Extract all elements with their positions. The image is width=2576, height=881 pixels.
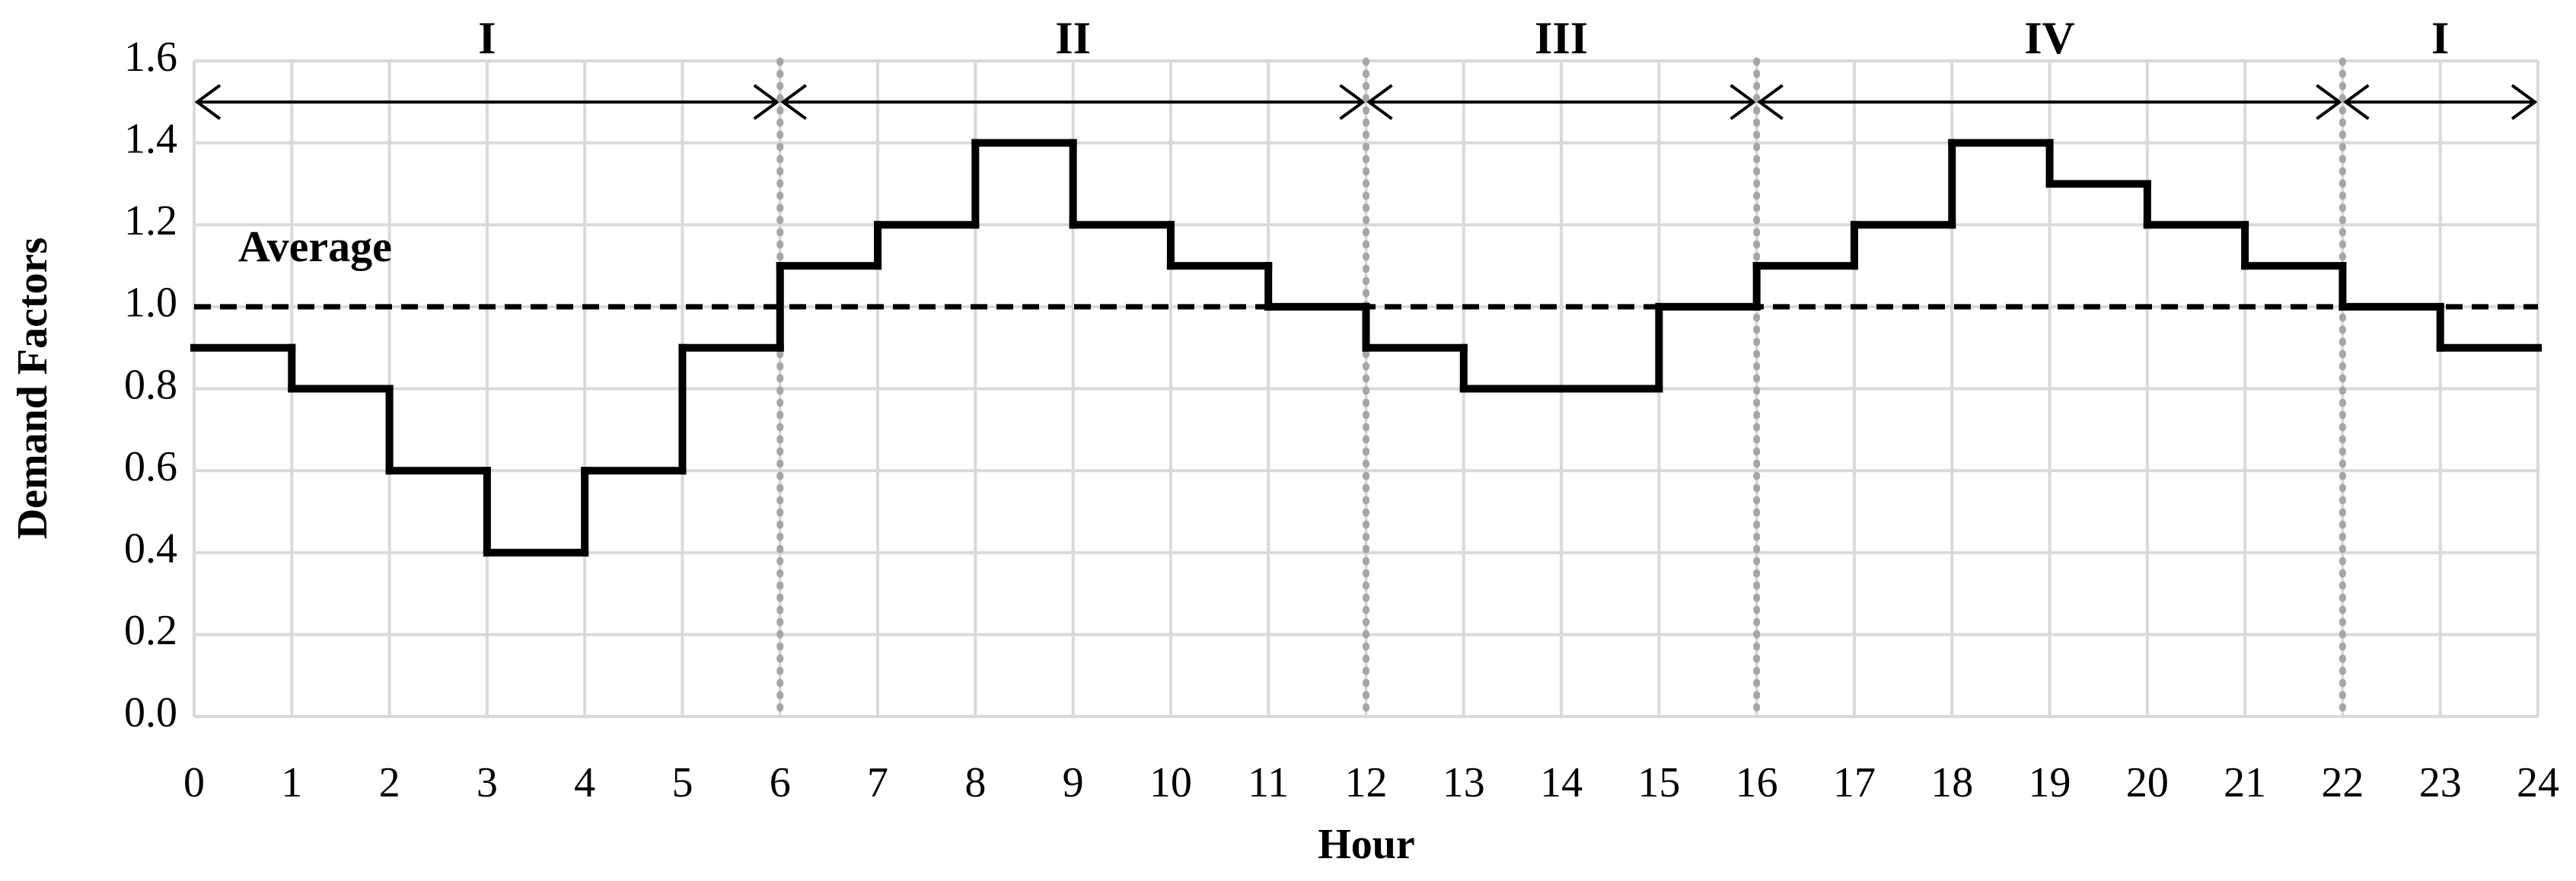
x-tick-label: 24 — [2517, 759, 2559, 806]
x-tick-label: 11 — [1248, 759, 1289, 806]
y-tick-label: 0.4 — [124, 525, 177, 573]
period-label: II — [1055, 13, 1091, 63]
x-tick-label: 5 — [671, 759, 693, 806]
x-tick-label: 7 — [867, 759, 888, 806]
y-tick-label: 0.2 — [124, 607, 177, 654]
period-label: III — [1535, 13, 1588, 63]
y-tick-label: 1.4 — [124, 115, 177, 162]
arrow-head — [780, 84, 807, 120]
x-tick-label: 2 — [379, 759, 400, 806]
y-tick-label: 1.2 — [124, 197, 177, 244]
x-tick-label: 0 — [183, 759, 205, 806]
x-tick-label: 4 — [574, 759, 595, 806]
x-tick-label: 21 — [2224, 759, 2266, 806]
arrow-head — [1366, 84, 1393, 120]
arrow-head — [753, 84, 780, 120]
x-tick-label: 10 — [1149, 759, 1192, 806]
arrow-head — [2316, 84, 2342, 120]
x-tick-label: 15 — [1637, 759, 1680, 806]
x-tick-label: 1 — [281, 759, 302, 806]
y-tick-label: 0.8 — [124, 361, 177, 408]
x-axis-label: Hour — [1318, 821, 1415, 868]
arrow-head — [1730, 84, 1757, 120]
y-axis-label: Demand Factors — [9, 238, 56, 540]
x-tick-label: 20 — [2126, 759, 2169, 806]
x-tick-label: 6 — [770, 759, 791, 806]
arrow-head — [2511, 84, 2538, 120]
x-tick-label: 9 — [1063, 759, 1084, 806]
period-label: I — [478, 13, 496, 63]
y-tick-label: 1.0 — [124, 279, 177, 327]
x-tick-label: 13 — [1443, 759, 1485, 806]
x-tick-label: 23 — [2419, 759, 2462, 806]
x-tick-label: 3 — [477, 759, 498, 806]
x-tick-label: 16 — [1736, 759, 1778, 806]
x-tick-label: 14 — [1540, 759, 1583, 806]
arrow-head — [1339, 84, 1366, 120]
period-label: IV — [2024, 13, 2075, 63]
period-label: I — [2431, 13, 2449, 63]
y-tick-label: 0.6 — [124, 443, 177, 490]
x-tick-label: 22 — [2321, 759, 2364, 806]
y-tick-label: 0.0 — [124, 689, 177, 736]
arrow-head — [2343, 84, 2370, 120]
average-label: Average — [238, 222, 392, 271]
x-tick-label: 12 — [1345, 759, 1388, 806]
arrow-head — [194, 84, 222, 120]
y-tick-label: 1.6 — [124, 34, 177, 81]
x-tick-label: 17 — [1833, 759, 1876, 806]
x-tick-label: 19 — [2029, 759, 2071, 806]
x-tick-label: 18 — [1930, 759, 1973, 806]
arrow-head — [1757, 84, 1784, 120]
x-tick-label: 8 — [964, 759, 986, 806]
